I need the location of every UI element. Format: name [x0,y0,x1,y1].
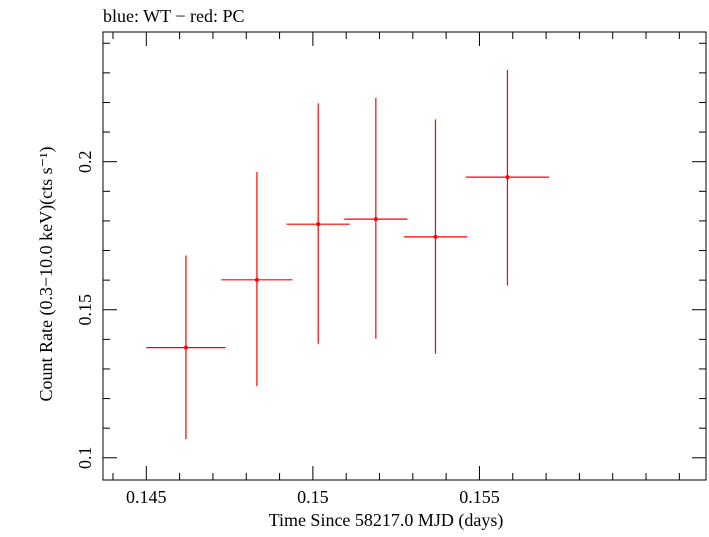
y-tick-label: 0.2 [75,150,95,173]
x-axis-tick-labels: 0.145 0.15 0.155 [126,487,500,507]
y-tick-label: 0.15 [75,294,95,326]
y-axis-label: Count Rate (0.3−10.0 keV)(cts s⁻¹) [36,146,57,401]
plot-frame [102,31,707,481]
x-tick-label: 0.15 [297,487,329,507]
data-point [403,119,468,354]
x-axis-label: Time Since 58217.0 MJD (days) [269,510,504,531]
y-axis-tick-labels: 0.1 0.15 0.2 [75,150,95,469]
data-point-marker [254,277,259,282]
data-point [465,69,550,286]
data-point-marker [505,175,510,180]
x-tick-label: 0.145 [126,487,167,507]
x-tick-label: 0.155 [459,487,500,507]
data-point [146,255,226,440]
data-point-marker [316,222,321,227]
data-point [221,172,293,387]
y-axis-ticks [103,42,706,459]
y-tick-label: 0.1 [75,447,95,470]
data-point-marker [433,234,438,239]
x-axis-ticks [112,32,680,480]
chart-title: blue: WT − red: PC [103,6,244,26]
data-point [286,103,350,344]
data-point-marker [183,345,188,350]
data-point-marker [373,217,378,222]
data-points [146,69,550,440]
data-point [344,98,408,339]
